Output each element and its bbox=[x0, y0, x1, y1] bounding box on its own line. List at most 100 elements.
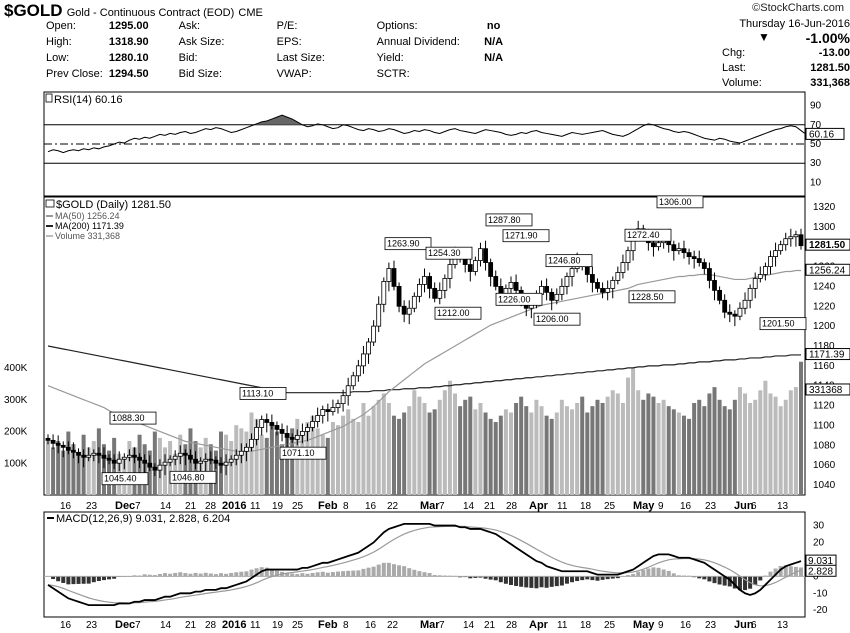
candle-body bbox=[569, 268, 575, 277]
volume-y-tick: 200K bbox=[4, 427, 28, 438]
macd-histogram-bar bbox=[142, 574, 147, 577]
candle-body bbox=[60, 444, 66, 448]
x-axis-tick: 28 bbox=[205, 620, 217, 631]
quote-panel: Thursday 16-Jun-2016 ▼ -1.00% Chg: -13.0… bbox=[722, 18, 850, 92]
price-annotation-label: 1071.10 bbox=[282, 448, 315, 458]
x-axis-tick: 14 bbox=[463, 501, 475, 512]
quote-change-row: ▼ -1.00% bbox=[722, 30, 850, 47]
macd-histogram-bar bbox=[56, 576, 61, 582]
macd-histogram-bar bbox=[631, 573, 636, 577]
price-annotation-box bbox=[495, 292, 543, 306]
macd-histogram-bar bbox=[346, 570, 351, 577]
stat-label: P/E: bbox=[276, 19, 298, 32]
macd-histogram-bar bbox=[570, 576, 575, 583]
volume-bar bbox=[254, 418, 259, 495]
rsi-y-tick: 30 bbox=[810, 158, 822, 169]
macd-histogram-bar bbox=[76, 576, 81, 584]
x-axis-tick: 6 bbox=[751, 501, 757, 512]
x-axis-tick: 19 bbox=[272, 620, 284, 631]
macd-y-tick: -20 bbox=[813, 605, 828, 616]
volume-bar bbox=[610, 390, 615, 495]
candle-body bbox=[340, 395, 346, 405]
macd-histogram-bar bbox=[493, 576, 498, 581]
macd-histogram-bar bbox=[417, 571, 422, 577]
volume-bar bbox=[208, 444, 213, 495]
volume-bar bbox=[737, 387, 742, 495]
stat-label: Low: bbox=[46, 51, 70, 64]
stat-value: N/A bbox=[484, 35, 504, 48]
volume-bar bbox=[86, 447, 91, 495]
candle-body bbox=[264, 419, 270, 423]
price-annotation-label: 1228.50 bbox=[631, 292, 664, 302]
volume-bar bbox=[595, 399, 600, 495]
x-axis-tick: 23 bbox=[705, 501, 717, 512]
macd-histogram-bar bbox=[203, 572, 208, 577]
candle-body bbox=[233, 454, 239, 460]
candle-body bbox=[625, 250, 631, 263]
stat-label: Bid: bbox=[178, 51, 198, 64]
candle-body bbox=[768, 256, 773, 267]
macd-histogram-bar bbox=[208, 573, 213, 577]
macd-histogram-bar bbox=[626, 575, 631, 577]
macd-histogram-bar bbox=[224, 573, 229, 577]
macd-histogram-bar bbox=[178, 572, 183, 577]
macd-histogram-bar bbox=[315, 572, 320, 577]
quote-label: Chg: bbox=[722, 47, 746, 59]
candle-body bbox=[345, 385, 351, 397]
quote-label: Last: bbox=[722, 62, 746, 74]
macd-line bbox=[47, 522, 802, 607]
x-axis-tick: 11 bbox=[557, 501, 568, 512]
price-annotation-label: 1263.90 bbox=[387, 239, 420, 249]
price-right-label-box bbox=[805, 348, 850, 361]
candle-body bbox=[381, 281, 387, 305]
volume-bar bbox=[351, 418, 356, 495]
candle-body bbox=[320, 409, 326, 416]
x-axis-tick: 7 bbox=[439, 620, 445, 631]
x-axis-tick: 22 bbox=[387, 501, 399, 512]
candle-body bbox=[742, 299, 748, 309]
macd-histogram-bar bbox=[305, 573, 310, 577]
x-axis-tick: 11 bbox=[557, 620, 568, 631]
candle-body bbox=[45, 437, 51, 441]
macd-y-tick: 30 bbox=[813, 521, 825, 532]
volume-bar bbox=[463, 399, 468, 495]
candle-body bbox=[81, 454, 87, 458]
macd-histogram-bar bbox=[768, 571, 773, 577]
volume-bar bbox=[564, 406, 569, 495]
candle-body bbox=[747, 287, 753, 301]
volume-bar bbox=[620, 402, 625, 495]
volume-bar bbox=[788, 390, 793, 495]
volume-bar bbox=[590, 406, 595, 495]
volume-bar bbox=[76, 453, 81, 495]
copyright[interactable]: ©StockCharts.com bbox=[752, 2, 844, 14]
volume-bar bbox=[559, 399, 564, 495]
x-axis-tick: 13 bbox=[777, 501, 789, 512]
candle-body bbox=[55, 442, 61, 446]
macd-histogram-bar bbox=[524, 576, 529, 588]
x-axis-tick: May bbox=[633, 500, 655, 512]
stat-value: 1318.90 bbox=[108, 35, 149, 48]
price-annotation-box bbox=[656, 195, 704, 209]
x-axis-tick: 14 bbox=[463, 620, 475, 631]
macd-histogram-bar bbox=[91, 576, 96, 583]
volume-bar bbox=[503, 409, 508, 495]
x-axis-tick: 11 bbox=[250, 620, 261, 631]
volume-bar bbox=[422, 402, 427, 495]
candle-body bbox=[71, 449, 76, 453]
candle-body bbox=[717, 289, 722, 301]
candle-body bbox=[610, 280, 616, 289]
candle-body bbox=[198, 460, 204, 464]
volume-bar bbox=[483, 412, 488, 495]
volume-bar bbox=[615, 393, 620, 495]
candle-body bbox=[762, 266, 768, 275]
price-annotation-label: 1201.50 bbox=[762, 319, 795, 329]
volume-bar bbox=[280, 444, 285, 495]
macd-histogram-bar bbox=[717, 576, 722, 585]
volume-bar bbox=[712, 387, 717, 495]
candle-body bbox=[478, 248, 483, 261]
volume-bar bbox=[732, 399, 737, 495]
ma50-line bbox=[47, 269, 801, 452]
volume-bar bbox=[320, 434, 325, 495]
macd-histogram-bar bbox=[697, 576, 702, 579]
